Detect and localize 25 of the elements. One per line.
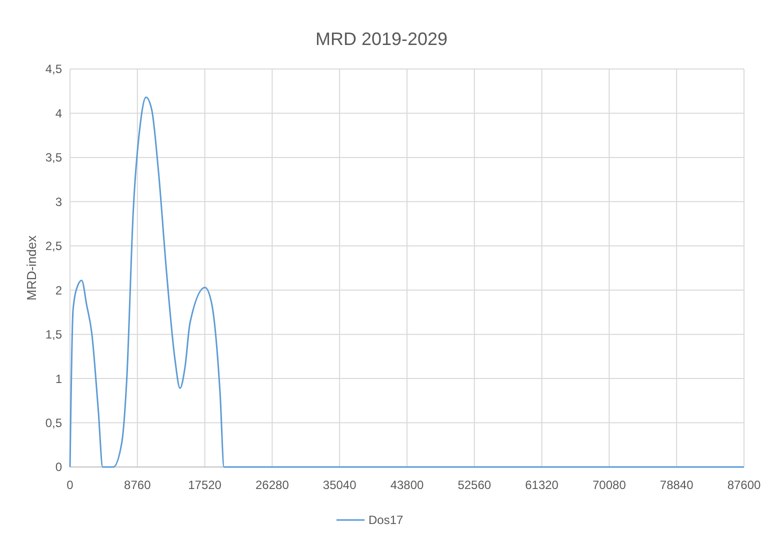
x-tick-label: 43800 [390,478,424,492]
y-tick-label: 0,5 [45,416,62,430]
y-tick-label: 3 [55,194,62,209]
y-tick-label: 1 [55,372,62,386]
y-tick-label: 2 [55,283,62,298]
y-tick-label: 4 [55,106,62,120]
x-tick-label: 61320 [525,478,559,492]
y-tick-label: 0 [55,460,62,474]
y-tick-label: 4,5 [45,62,62,76]
legend-label: Dos17 [368,513,404,528]
x-tick-label: 87600 [727,478,762,492]
y-axis-title: MRD-index [24,234,39,301]
x-tick-label: 0 [66,478,74,492]
x-tick-label: 26280 [256,478,290,492]
x-tick-label: 17520 [188,478,222,492]
y-tick-label: 1,5 [45,328,62,342]
x-tick-label: 8760 [124,478,152,492]
y-tick-label: 3,5 [45,150,62,165]
chart-title: MRD 2019-2029 [315,29,448,49]
line-series [69,96,745,468]
x-tick-label: 35040 [322,478,357,492]
x-tick-label: 52560 [458,478,492,492]
x-tick-label: 70080 [592,478,626,492]
y-tick-label: 2,5 [45,239,62,254]
x-tick-label: 78840 [660,478,694,492]
